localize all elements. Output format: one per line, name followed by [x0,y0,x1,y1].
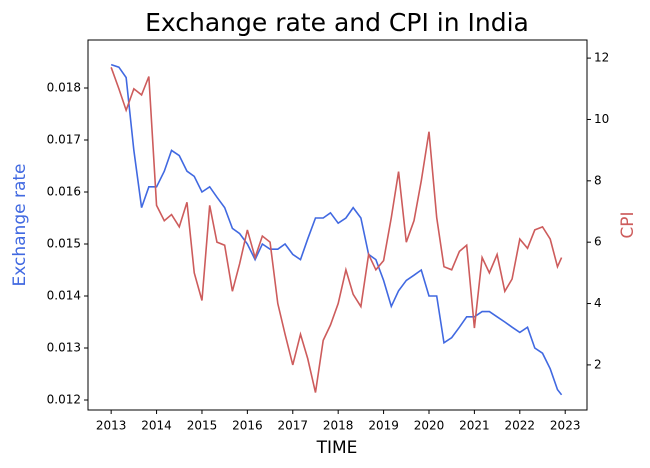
plot-frame [87,39,588,411]
x-tick-label: 2022 [505,419,536,433]
x-tick-label: 2017 [278,419,309,433]
y-axis-label: Exchange rate [10,163,30,286]
y2-tick-label: 4 [594,296,602,310]
y-tick-label: 0.016 [47,185,81,199]
x-tick-label: 2016 [232,419,263,433]
y-tick-label: 0.013 [47,341,81,355]
y-tick-label: 0.015 [47,237,81,251]
x-tick-label: 2023 [550,419,581,433]
y2-tick-label: 2 [594,357,602,371]
y-tick-label: 0.017 [47,133,81,147]
y2-axis-label: CPI [618,211,638,238]
x-tick-label: 2015 [187,419,218,433]
x-tick-label: 2021 [459,419,490,433]
y-tick-label: 0.018 [47,80,81,94]
y2-tick-label: 8 [594,173,602,187]
data-line [110,67,563,393]
chart-title: Exchange rate and CPI in India [145,8,529,37]
data-line [110,63,563,396]
x-axis-label: TIME [316,438,358,458]
x-tick-label: 2020 [414,419,445,433]
x-tick-label: 2013 [96,419,127,433]
y2-tick-label: 6 [594,235,602,249]
x-tick-label: 2018 [323,419,354,433]
y2-tick-label: 12 [594,51,609,65]
x-tick-label: 2019 [368,419,399,433]
y-tick-label: 0.012 [47,393,81,407]
y-tick-label: 0.014 [47,289,81,303]
y2-tick-label: 10 [594,112,609,126]
x-tick-label: 2014 [141,419,172,433]
